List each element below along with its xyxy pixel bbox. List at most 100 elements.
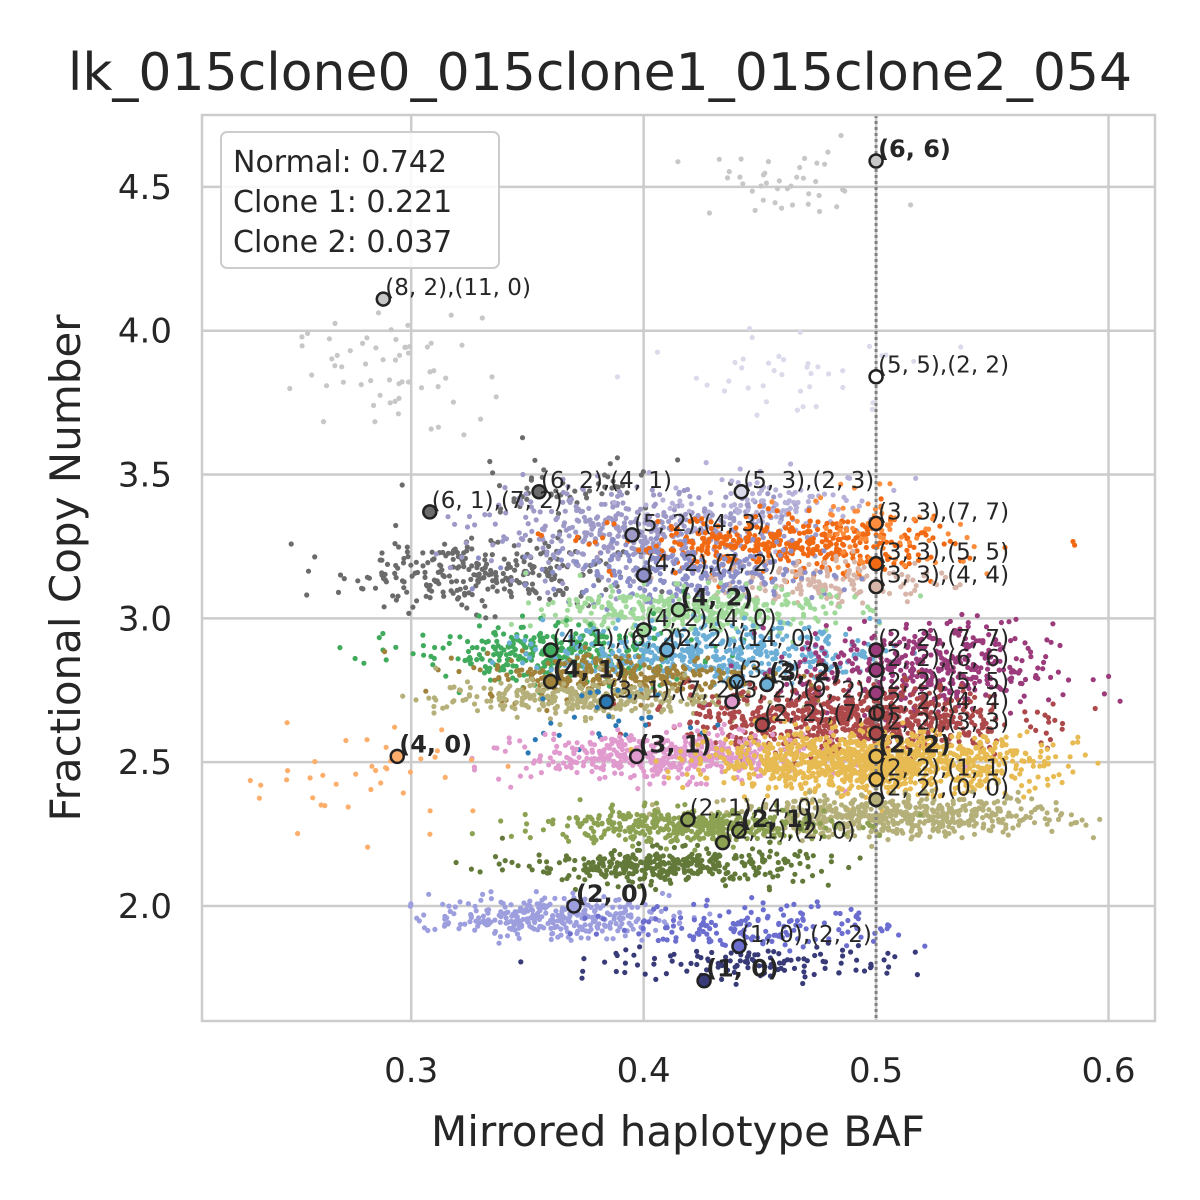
data-point [756,585,762,591]
data-point [765,159,772,165]
data-point [496,697,502,703]
data-point [791,499,797,506]
data-point [546,543,552,550]
data-point [382,571,388,577]
data-point [476,613,482,619]
data-point [917,593,924,599]
data-point [805,361,811,367]
data-point [779,602,785,608]
data-point [474,708,481,714]
data-point [779,205,785,211]
data-point [519,613,526,619]
data-point [770,507,777,514]
data-point [758,183,764,189]
data-point [380,630,386,637]
data-point [332,363,338,369]
data-point [519,648,525,654]
data-point [930,535,936,541]
data-point [903,591,909,597]
data-point [329,356,335,362]
data-point [767,513,773,519]
data-point [443,553,449,559]
data-point [1042,712,1048,718]
data-point [908,202,914,208]
data-point [608,491,615,497]
data-point [580,551,587,557]
data-point [620,483,626,489]
data-point [497,509,503,515]
data-point [789,202,796,208]
data-point [580,704,587,710]
data-point [1040,666,1046,672]
data-point [428,340,434,346]
data-point [540,617,546,623]
data-point [678,541,684,548]
data-point [499,578,506,584]
data-point [380,357,386,363]
data-point [519,435,526,441]
data-point [620,614,626,620]
data-point [567,499,573,505]
data-point [574,507,580,513]
data-point [464,524,471,530]
data-point [565,562,571,568]
data-point [731,545,738,551]
data-point [772,200,778,206]
data-point [636,521,642,527]
data-point [483,639,489,645]
data-point [865,604,871,610]
data-point [494,580,500,586]
data-point [883,352,889,358]
data-point [497,702,504,708]
data-point [813,404,819,410]
data-point [588,522,594,528]
data-point [798,591,804,597]
data-point [629,668,635,674]
data-point [653,543,660,549]
data-point [613,706,619,712]
data-point [473,583,479,589]
data-point [974,613,980,619]
data-point [797,537,803,544]
data-point [637,585,643,591]
data-point [709,512,715,518]
data-point [845,562,851,569]
data-point [911,358,917,364]
data-point [1035,665,1041,671]
data-point [476,571,482,577]
data-point [595,473,601,479]
data-point [496,657,502,663]
data-point [661,509,667,516]
data-point [526,655,533,661]
data-point [464,679,471,685]
data-point [737,174,743,180]
data-point [372,585,379,591]
data-point [639,715,645,721]
data-point [678,520,685,526]
data-point [701,540,708,546]
data-point [320,419,327,425]
data-point [843,631,849,638]
data-point [721,502,727,508]
data-point [1048,639,1054,645]
data-point [752,514,759,520]
data-point [516,530,522,536]
data-point [448,588,454,594]
data-point [363,361,369,367]
data-point [722,710,728,717]
data-point [826,371,832,377]
data-point [312,554,318,560]
data-point [386,377,393,383]
data-point [462,657,468,664]
data-point [904,599,911,605]
data-point [420,550,426,556]
data-point [739,365,745,371]
data-point [710,654,717,660]
data-point [832,610,838,616]
data-point [736,508,742,514]
data-point [1028,724,1034,730]
data-point [794,518,800,524]
data-point [807,537,813,543]
data-point [863,536,869,542]
data-point [628,774,634,781]
